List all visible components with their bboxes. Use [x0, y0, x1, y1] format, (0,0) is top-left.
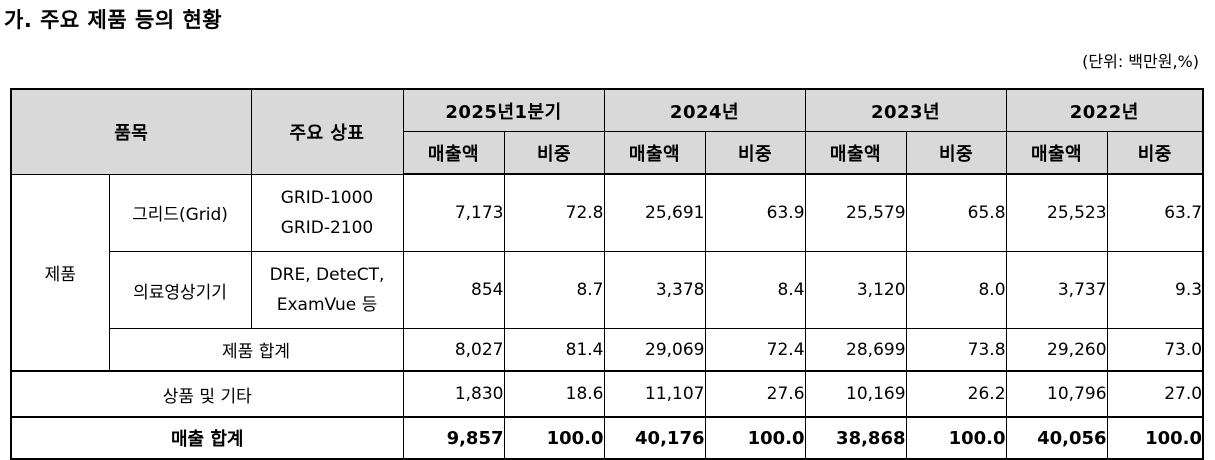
- brand-line: GRID-1000: [280, 187, 374, 208]
- ratio-cell: 100.0: [1106, 416, 1204, 460]
- header-period-2025q1: 2025년1분기: [402, 88, 605, 132]
- header-sales: 매출액: [804, 131, 907, 175]
- ratio-cell: 100.0: [905, 416, 1007, 460]
- brand-line: DRE, DeteCT,: [269, 265, 385, 285]
- item-name: 의료영상기기: [108, 251, 252, 329]
- sales-cell: 28,699: [804, 328, 907, 372]
- header-period-2024: 2024년: [603, 88, 806, 132]
- sales-cell: 38,868: [804, 416, 907, 460]
- header-ratio: 비중: [503, 131, 605, 175]
- ratio-cell: 81.4: [503, 328, 605, 372]
- sales-cell: 40,056: [1005, 416, 1108, 460]
- header-sales: 매출액: [1005, 131, 1108, 175]
- table-row-grid: 제품 그리드(Grid) GRID-1000 GRID-2100 7,173 7…: [10, 173, 1204, 372]
- header-ratio: 비중: [1106, 131, 1204, 175]
- sales-cell: 29,260: [1005, 328, 1108, 372]
- ratio-cell: 9.3: [1106, 251, 1204, 329]
- brand-line: GRID-2100: [280, 217, 374, 238]
- sales-cell: 11,107: [603, 370, 706, 418]
- sales-cell: 25,691: [603, 173, 706, 252]
- header-ratio: 비중: [704, 131, 806, 175]
- ratio-cell: 100.0: [503, 416, 605, 460]
- table-row-goods-other: 상품 및 기타 1,830 18.6 11,107 27.6 10,169 26…: [10, 370, 1204, 418]
- sales-cell: 25,579: [804, 173, 907, 252]
- header-period-2022: 2022년: [1005, 88, 1204, 132]
- sales-cell: 3,737: [1005, 251, 1108, 329]
- ratio-cell: 65.8: [905, 173, 1007, 252]
- header-brand: 주요 상표: [250, 88, 404, 175]
- sales-total-label: 매출 합계: [10, 416, 404, 460]
- brand-cell: GRID-1000 GRID-2100: [250, 173, 404, 252]
- sales-cell: 8,027: [402, 328, 505, 372]
- ratio-cell: 100.0: [704, 416, 806, 460]
- sales-cell: 9,857: [402, 416, 505, 460]
- ratio-cell: 72.4: [704, 328, 806, 372]
- ratio-cell: 73.0: [1106, 328, 1204, 372]
- product-total-label: 제품 합계: [108, 328, 404, 372]
- brand-line: ExamVue 등: [276, 295, 378, 315]
- ratio-cell: 26.2: [905, 370, 1007, 418]
- header-item: 품목: [10, 88, 252, 175]
- item-name: 그리드(Grid): [108, 173, 252, 252]
- sales-cell: 40,176: [603, 416, 706, 460]
- ratio-cell: 8.7: [503, 251, 605, 329]
- goods-other-label: 상품 및 기타: [10, 370, 404, 418]
- table-row-product-total: 제품 합계 8,027 81.4 29,069 72.4 28,699 73.8…: [11, 328, 1204, 372]
- sales-cell: 10,796: [1005, 370, 1108, 418]
- sales-cell: 1,830: [402, 370, 505, 418]
- header-sales: 매출액: [402, 131, 505, 175]
- ratio-cell: 63.9: [704, 173, 806, 252]
- unit-note: (단위: 백만원,%): [1082, 52, 1199, 71]
- section-title: 가. 주요 제품 등의 현황: [4, 8, 223, 32]
- sales-cell: 25,523: [1005, 173, 1108, 252]
- ratio-cell: 27.6: [704, 370, 806, 418]
- sales-cell: 854: [402, 251, 505, 329]
- ratio-cell: 73.8: [905, 328, 1007, 372]
- sales-cell: 29,069: [603, 328, 706, 372]
- brand-cell: DRE, DeteCT, ExamVue 등: [250, 251, 404, 329]
- ratio-cell: 18.6: [503, 370, 605, 418]
- table-row-sales-total: 매출 합계 9,857 100.0 40,176 100.0 38,868 10…: [10, 416, 1204, 460]
- ratio-cell: 27.0: [1106, 370, 1204, 418]
- product-status-table: 품목 주요 상표 2025년1분기 2024년 2023년 2022년 매출액 …: [10, 88, 1205, 460]
- sales-cell: 10,169: [804, 370, 907, 418]
- ratio-cell: 8.0: [905, 251, 1007, 329]
- header-sales: 매출액: [603, 131, 706, 175]
- product-group-label: 제품: [10, 173, 110, 372]
- ratio-cell: 63.7: [1106, 173, 1204, 252]
- sales-cell: 3,120: [804, 251, 907, 329]
- ratio-cell: 72.8: [503, 173, 605, 252]
- sales-cell: 3,378: [603, 251, 706, 329]
- header-period-2023: 2023년: [804, 88, 1007, 132]
- table-row-medical: 의료영상기기 DRE, DeteCT, ExamVue 등 854 8.7 3,…: [11, 251, 1204, 329]
- header-ratio: 비중: [905, 131, 1007, 175]
- sales-cell: 7,173: [402, 173, 505, 252]
- ratio-cell: 8.4: [704, 251, 806, 329]
